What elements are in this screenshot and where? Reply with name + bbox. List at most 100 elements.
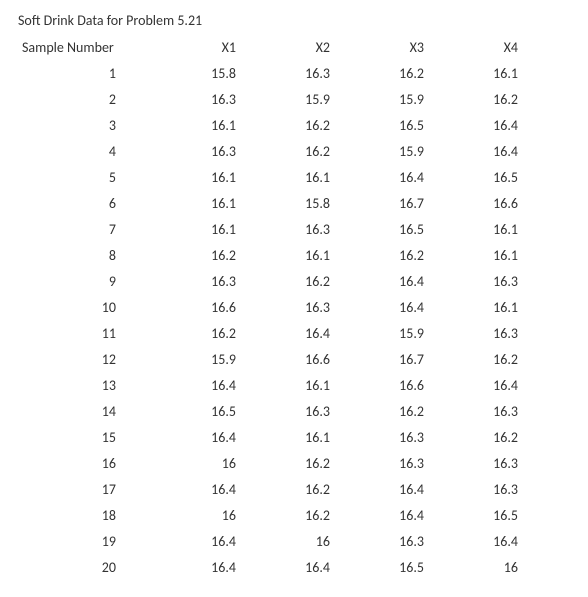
value-cell-x1: 16.4 [146, 423, 240, 449]
sample-number-cell: 6 [18, 189, 146, 215]
sample-number-cell: 7 [18, 215, 146, 241]
value-cell-x3: 16.2 [334, 59, 428, 85]
value-cell-x1: 16.3 [146, 137, 240, 163]
table-row: 161616.216.316.316.2 [18, 449, 588, 475]
value-cell-x3: 16.2 [334, 397, 428, 423]
value-cell-x4: 16 [428, 553, 522, 579]
value-cell-x1: 16.1 [146, 189, 240, 215]
table-row: 216.315.915.916.216.4 [18, 85, 588, 111]
value-cell-x5: 16.4 [522, 189, 588, 215]
value-cell-x2: 16.1 [240, 241, 334, 267]
table-row: 816.216.116.216.116.3 [18, 241, 588, 267]
value-cell-x5: 16.5 [522, 293, 588, 319]
data-table: Sample Number X1 X2 X3 X4 X5 115.816.316… [18, 33, 588, 579]
value-cell-x2: 15.9 [240, 85, 334, 111]
value-cell-x5: 16.4 [522, 319, 588, 345]
value-cell-x1: 16.4 [146, 527, 240, 553]
value-cell-x4: 16.2 [428, 423, 522, 449]
value-cell-x4: 16.5 [428, 501, 522, 527]
value-cell-x4: 16.3 [428, 319, 522, 345]
table-row: 115.816.316.216.116.6 [18, 59, 588, 85]
value-cell-x4: 16.4 [428, 527, 522, 553]
value-cell-x2: 16.3 [240, 397, 334, 423]
table-body: 115.816.316.216.116.6216.315.915.916.216… [18, 59, 588, 579]
data-table-page: Soft Drink Data for Problem 5.21 Sample … [0, 0, 588, 597]
sample-number-cell: 3 [18, 111, 146, 137]
value-cell-x4: 16.2 [428, 85, 522, 111]
sample-number-cell: 17 [18, 475, 146, 501]
value-cell-x2: 16.2 [240, 267, 334, 293]
col-header-x3: X3 [334, 33, 428, 59]
value-cell-x1: 16.1 [146, 111, 240, 137]
value-cell-x2: 16.6 [240, 345, 334, 371]
value-cell-x1: 16.2 [146, 241, 240, 267]
value-cell-x3: 16.3 [334, 449, 428, 475]
value-cell-x4: 16.3 [428, 475, 522, 501]
value-cell-x1: 15.9 [146, 345, 240, 371]
table-row: 1916.41616.316.416.4 [18, 527, 588, 553]
value-cell-x2: 16.2 [240, 137, 334, 163]
table-row: 416.316.215.916.416.2 [18, 137, 588, 163]
value-cell-x5: 16.1 [522, 371, 588, 397]
value-cell-x5: 16.4 [522, 397, 588, 423]
value-cell-x4: 16.4 [428, 137, 522, 163]
value-cell-x3: 16.4 [334, 501, 428, 527]
value-cell-x3: 16.5 [334, 111, 428, 137]
sample-number-cell: 13 [18, 371, 146, 397]
sample-number-cell: 15 [18, 423, 146, 449]
value-cell-x2: 16.2 [240, 475, 334, 501]
value-cell-x3: 16.2 [334, 241, 428, 267]
sample-number-cell: 8 [18, 241, 146, 267]
sample-number-cell: 11 [18, 319, 146, 345]
table-row: 516.116.116.416.516 [18, 163, 588, 189]
col-header-x5: X5 [522, 33, 588, 59]
table-row: 1016.616.316.416.116.5 [18, 293, 588, 319]
value-cell-x3: 15.9 [334, 85, 428, 111]
table-row: 1316.416.116.616.416.1 [18, 371, 588, 397]
col-header-x4: X4 [428, 33, 522, 59]
value-cell-x2: 16.2 [240, 111, 334, 137]
value-cell-x2: 16.3 [240, 59, 334, 85]
sample-number-cell: 5 [18, 163, 146, 189]
value-cell-x2: 15.8 [240, 189, 334, 215]
value-cell-x4: 16.2 [428, 345, 522, 371]
value-cell-x4: 16.1 [428, 293, 522, 319]
table-row: 2016.416.416.51615.8 [18, 553, 588, 579]
value-cell-x4: 16.4 [428, 371, 522, 397]
col-header-sample: Sample Number [18, 33, 146, 59]
value-cell-x3: 16.7 [334, 345, 428, 371]
value-cell-x5: 16.2 [522, 423, 588, 449]
value-cell-x2: 16.2 [240, 449, 334, 475]
value-cell-x5: 16.5 [522, 345, 588, 371]
value-cell-x1: 16.3 [146, 85, 240, 111]
value-cell-x2: 16.2 [240, 501, 334, 527]
value-cell-x4: 16.4 [428, 111, 522, 137]
value-cell-x2: 16.1 [240, 423, 334, 449]
sample-number-cell: 9 [18, 267, 146, 293]
value-cell-x3: 16.5 [334, 215, 428, 241]
value-cell-x4: 16.5 [428, 163, 522, 189]
value-cell-x5: 16.5 [522, 215, 588, 241]
value-cell-x3: 16.5 [334, 553, 428, 579]
sample-number-cell: 2 [18, 85, 146, 111]
value-cell-x4: 16.1 [428, 241, 522, 267]
col-header-x1: X1 [146, 33, 240, 59]
value-cell-x5: 16.1 [522, 501, 588, 527]
value-cell-x5: 15.8 [522, 553, 588, 579]
header-row: Sample Number X1 X2 X3 X4 X5 [18, 33, 588, 59]
value-cell-x3: 16.4 [334, 267, 428, 293]
value-cell-x3: 16.4 [334, 293, 428, 319]
sample-number-cell: 18 [18, 501, 146, 527]
value-cell-x1: 16.5 [146, 397, 240, 423]
sample-number-cell: 19 [18, 527, 146, 553]
value-cell-x5: 16.2 [522, 137, 588, 163]
sample-number-cell: 1 [18, 59, 146, 85]
value-cell-x4: 16.1 [428, 215, 522, 241]
value-cell-x2: 16.3 [240, 215, 334, 241]
col-header-x2: X2 [240, 33, 334, 59]
value-cell-x3: 16.3 [334, 423, 428, 449]
sample-number-cell: 14 [18, 397, 146, 423]
page-title: Soft Drink Data for Problem 5.21 [18, 12, 570, 29]
value-cell-x1: 16.1 [146, 163, 240, 189]
value-cell-x1: 16.3 [146, 267, 240, 293]
